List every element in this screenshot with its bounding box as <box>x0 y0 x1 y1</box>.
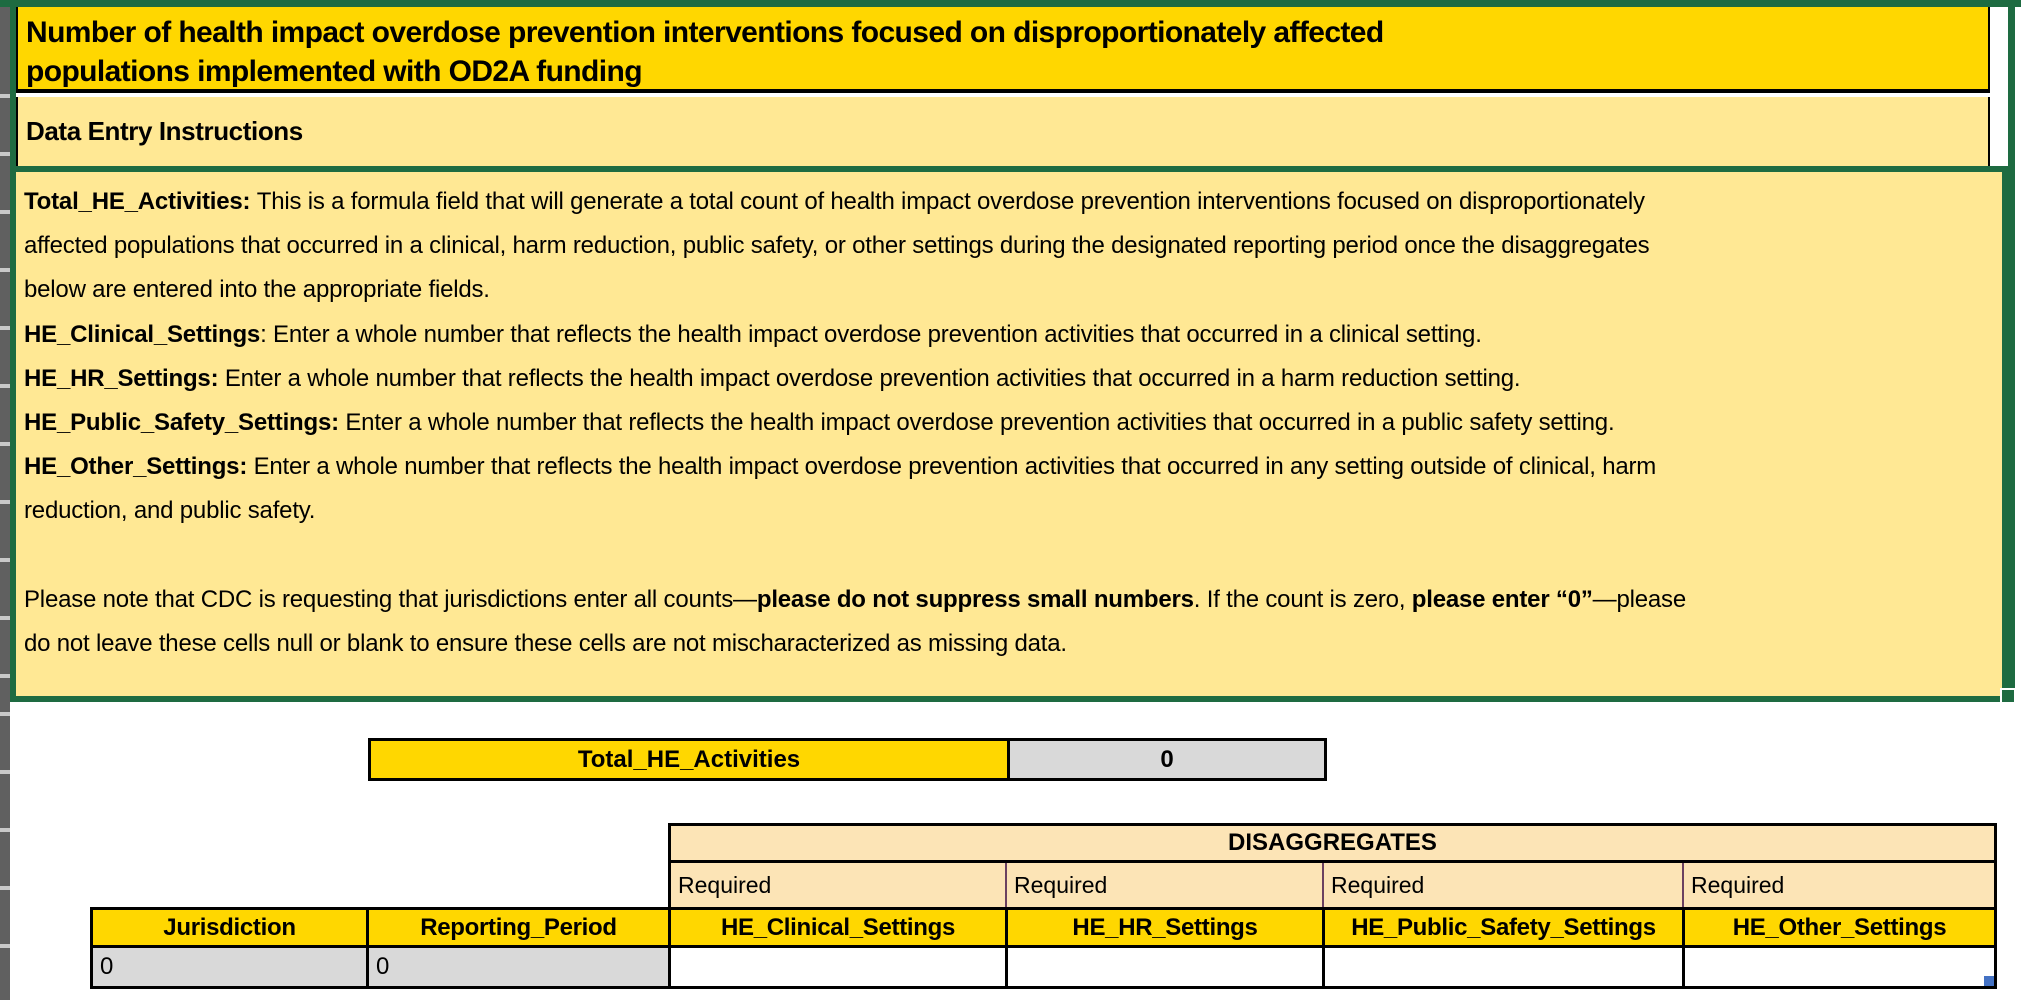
total-he-activities-label-cell: Total_HE_Activities <box>371 741 1007 778</box>
total-he-activities-row: Total_HE_Activities 0 <box>368 738 1327 781</box>
table-fill-handle[interactable] <box>1984 976 1994 986</box>
row-divider <box>0 674 10 678</box>
cell-he-clinical-input[interactable] <box>668 948 1005 989</box>
column-header-he-clinical: HE_Clinical_Settings <box>668 907 1005 948</box>
disaggregates-merged-header-cell: DISAGGREGATES <box>668 823 1997 863</box>
total-he-activities-value-cell[interactable]: 0 <box>1007 741 1324 778</box>
disaggregates-table: DISAGGREGATES Required Required Required… <box>90 823 1997 989</box>
required-cell-hr: Required <box>1005 863 1322 907</box>
column-header-he-other: HE_Other_Settings <box>1682 907 1997 948</box>
instruction-line: HE_Other_Settings: Enter a whole number … <box>24 453 1657 481</box>
column-header-jurisdiction: Jurisdiction <box>90 907 366 948</box>
cell-jurisdiction-value[interactable]: 0 <box>90 948 366 989</box>
instruction-line: HE_Public_Safety_Settings: Enter a whole… <box>24 409 1615 437</box>
instruction-line: HE_Clinical_Settings: Enter a whole numb… <box>24 320 1482 348</box>
instruction-line: Please note that CDC is requesting that … <box>24 585 1686 613</box>
table-data-row: 0 0 <box>90 948 1997 989</box>
instruction-line <box>24 534 1992 578</box>
row-divider <box>0 152 10 156</box>
instructions-cell[interactable]: Total_HE_Activities: This is a formula f… <box>10 166 2008 702</box>
row-divider <box>0 268 10 272</box>
selection-border-top <box>0 0 2021 7</box>
instruction-line: do not leave these cells null or blank t… <box>24 630 1067 658</box>
data-entry-instructions-label: Data Entry Instructions <box>26 116 303 146</box>
instruction-line: HE_HR_Settings: Enter a whole number tha… <box>24 364 1521 392</box>
column-header-he-public-safety: HE_Public_Safety_Settings <box>1322 907 1682 948</box>
instructions-text: Total_HE_Activities: This is a formula f… <box>24 180 1992 666</box>
row-divider <box>0 500 10 504</box>
form-title-line-1: Number of health impact overdose prevent… <box>26 16 1384 49</box>
row-divider <box>0 442 10 446</box>
required-cell-other: Required <box>1682 863 1997 907</box>
instruction-line: Total_HE_Activities: This is a formula f… <box>24 188 1645 215</box>
row-divider <box>0 210 10 214</box>
row-divider <box>0 770 10 774</box>
instruction-line: affected populations that occurred in a … <box>24 232 1650 260</box>
row-divider <box>0 326 10 330</box>
form-title-line-2: populations implemented with OD2A fundin… <box>26 55 643 88</box>
required-cell-public-safety: Required <box>1322 863 1682 907</box>
form-title-cell: Number of health impact overdose prevent… <box>16 7 1990 93</box>
cell-he-hr-input[interactable] <box>1005 948 1322 989</box>
column-header-reporting-period: Reporting_Period <box>366 907 668 948</box>
cell-he-public-safety-input[interactable] <box>1322 948 1682 989</box>
row-divider <box>0 712 10 716</box>
table-header-row: Jurisdiction Reporting_Period HE_Clinica… <box>90 907 1997 948</box>
selection-border-right <box>2008 0 2015 690</box>
row-divider <box>0 94 10 98</box>
row-divider <box>0 384 10 388</box>
column-header-he-hr: HE_HR_Settings <box>1005 907 1322 948</box>
required-cell-clinical: Required <box>668 863 1005 907</box>
row-divider <box>0 828 10 832</box>
selection-fill-handle[interactable] <box>2000 688 2016 704</box>
cell-reporting-period-value[interactable]: 0 <box>366 948 668 989</box>
data-entry-instructions-header-cell: Data Entry Instructions <box>16 97 1990 166</box>
row-divider <box>0 886 10 890</box>
instruction-line: below are entered into the appropriate f… <box>24 276 490 304</box>
instruction-line: reduction, and public safety. <box>24 497 316 525</box>
row-divider <box>0 558 10 562</box>
row-divider <box>0 944 10 948</box>
row-divider <box>0 616 10 620</box>
cell-he-other-input[interactable] <box>1682 948 1997 989</box>
required-row: Required Required Required Required <box>668 863 1997 907</box>
